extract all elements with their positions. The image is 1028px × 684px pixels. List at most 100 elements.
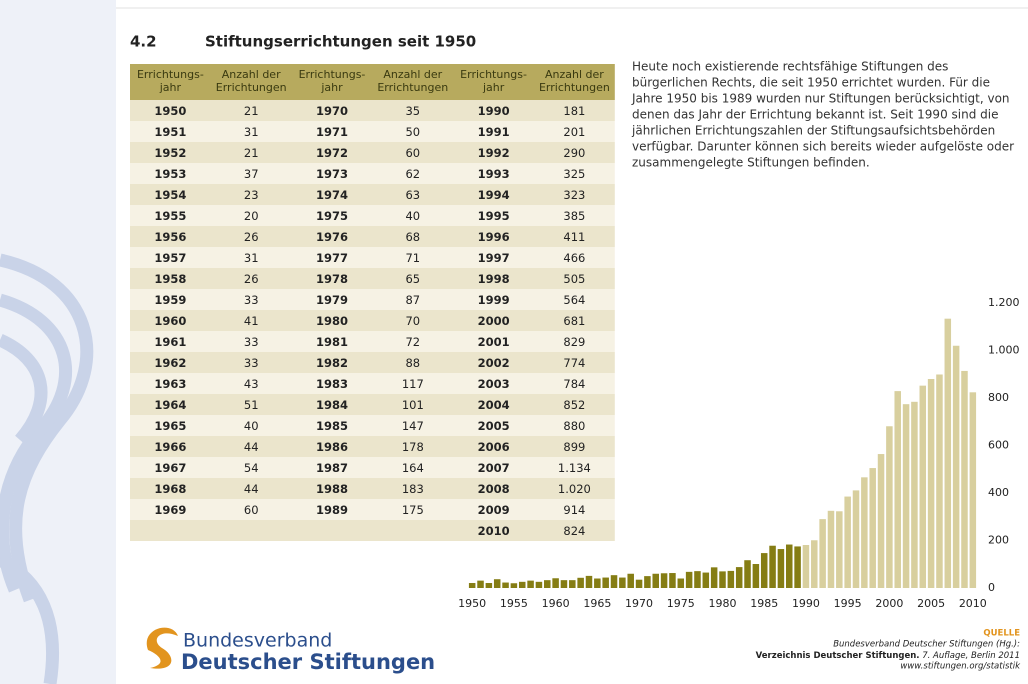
- bar: [710, 567, 718, 588]
- table-cell: 41: [244, 314, 259, 328]
- section-number: 4.2: [130, 33, 157, 51]
- bar: [886, 426, 893, 588]
- table-cell: 60: [244, 503, 259, 517]
- bar: [902, 404, 910, 588]
- x-tick-label: 1990: [792, 597, 820, 610]
- bar: [685, 571, 693, 588]
- table-cell: 1992: [478, 146, 510, 160]
- side-decoration: [0, 253, 94, 684]
- table-cell: 1996: [478, 230, 510, 244]
- bar: [585, 575, 593, 588]
- table-cell: 505: [563, 272, 585, 286]
- bar: [811, 540, 818, 588]
- table-row-bg: [130, 205, 615, 226]
- table-cell: 68: [405, 230, 420, 244]
- bar: [594, 578, 601, 588]
- bar: [518, 581, 526, 588]
- table-header: jahr: [159, 81, 182, 94]
- logo: Bundesverband Deutscher Stiftungen: [146, 627, 435, 674]
- x-tick-label: 1950: [458, 597, 486, 610]
- table-cell: 1997: [478, 251, 510, 265]
- bar: [702, 572, 710, 588]
- table-cell: 1988: [316, 482, 348, 496]
- table-cell: 1981: [316, 335, 348, 349]
- table-cell: 72: [405, 335, 420, 349]
- bar: [911, 401, 918, 588]
- table-cell: 71: [405, 251, 420, 265]
- y-tick-label: 800: [988, 391, 1009, 404]
- bar: [735, 567, 743, 588]
- table-cell: 1954: [154, 188, 186, 202]
- table-row-bg: [130, 436, 615, 457]
- table-cell: 1.020: [558, 482, 591, 496]
- table-cell: 88: [405, 356, 420, 370]
- table-cell: 62: [405, 167, 420, 181]
- table-cell: 1987: [316, 461, 348, 475]
- table-cell: 1982: [316, 356, 348, 370]
- table-cell: 829: [563, 335, 585, 349]
- table-cell: 1965: [154, 419, 186, 433]
- table-header: jahr: [482, 81, 505, 94]
- table-cell: 40: [244, 419, 259, 433]
- y-tick-label: 0: [988, 581, 995, 594]
- logo-mark: [146, 627, 178, 669]
- description-line: verfügbar. Darunter können sich bereits …: [632, 140, 1014, 154]
- table-row-bg: [130, 478, 615, 499]
- description-line: bürgerlichen Rechts, die seit 1950 erric…: [632, 76, 990, 90]
- bar: [468, 583, 476, 588]
- table-cell: 26: [244, 230, 259, 244]
- table-cell: 1956: [154, 230, 186, 244]
- table-cell: 1969: [154, 503, 186, 517]
- table-cell: 1963: [154, 377, 186, 391]
- y-tick-label: 600: [988, 439, 1009, 452]
- table-cell: 1993: [478, 167, 510, 181]
- table-cell: 880: [563, 419, 585, 433]
- table-cell: 1964: [154, 398, 186, 412]
- logo-line1: Bundesverband: [183, 630, 332, 652]
- bar: [719, 571, 726, 588]
- x-tick-label: 1970: [625, 597, 653, 610]
- description-line: zusammengelegte Stiftungen befinden.: [632, 156, 870, 170]
- bar: [527, 580, 534, 588]
- table-cell: 899: [563, 440, 585, 454]
- table-cell: 1953: [154, 167, 186, 181]
- table-cell: 1989: [316, 503, 348, 517]
- page-title: Stiftungserrichtungen seit 1950: [205, 33, 476, 51]
- table-cell: 21: [244, 146, 259, 160]
- source-url: www.stiftungen.org/statistik: [900, 662, 1021, 672]
- bar: [644, 576, 651, 588]
- bar: [502, 582, 509, 588]
- table-cell: 385: [563, 209, 585, 223]
- table-cell: 1952: [154, 146, 186, 160]
- x-tick-label: 1995: [834, 597, 862, 610]
- table-cell: 1991: [478, 125, 510, 139]
- table-cell: 852: [563, 398, 585, 412]
- table-row-bg: [130, 289, 615, 310]
- bar: [777, 549, 785, 588]
- x-tick-label: 2000: [875, 597, 903, 610]
- table-cell: 87: [405, 293, 420, 307]
- table-cell: 784: [563, 377, 585, 391]
- bar: [635, 579, 643, 588]
- table-cell: 44: [244, 440, 259, 454]
- table-header: Anzahl der: [222, 68, 281, 81]
- table-cell: 914: [563, 503, 585, 517]
- bar: [627, 573, 634, 588]
- bar: [535, 581, 543, 588]
- table-cell: 1973: [316, 167, 348, 181]
- table-cell: 2009: [478, 503, 510, 517]
- y-tick-label: 400: [988, 486, 1009, 499]
- table-row-bg: [130, 100, 615, 121]
- table-cell: 54: [244, 461, 259, 475]
- bar: [802, 545, 810, 588]
- bar: [552, 578, 559, 588]
- bar: [493, 579, 501, 588]
- bar: [669, 573, 676, 588]
- table-cell: 1990: [478, 104, 510, 118]
- bar: [610, 575, 618, 588]
- table-row-bg: [130, 520, 615, 541]
- table-cell: 2006: [478, 440, 510, 454]
- table-header: Anzahl der: [545, 68, 604, 81]
- table-cell: 1984: [316, 398, 348, 412]
- table-cell: 1951: [154, 125, 186, 139]
